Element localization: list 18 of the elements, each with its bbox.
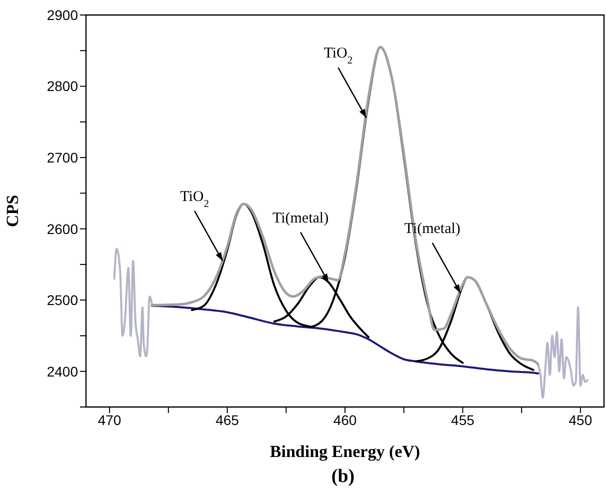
- annotation: Ti(metal): [404, 220, 460, 237]
- annotation: TiO$_{2}$: [324, 46, 353, 66]
- y-tick-label: 2800: [46, 78, 78, 94]
- y-tick-label: 2900: [46, 6, 78, 23]
- annotation: Ti(metal): [272, 210, 329, 226]
- x-axis-title: Binding Energy (eV): [270, 442, 420, 461]
- annotation: TiO$_{2}$: [180, 188, 210, 210]
- x-tick-label: 470: [98, 412, 122, 428]
- y-axis-title: CPS: [3, 194, 22, 228]
- x-tick-label: 465: [216, 412, 240, 428]
- x-tick-label: 455: [451, 412, 475, 428]
- x-tick-label: 450: [568, 412, 592, 428]
- y-tick-label: 2400: [46, 363, 78, 380]
- y-tick-label: 2500: [46, 292, 78, 308]
- y-tick-label: 2700: [46, 150, 78, 166]
- y-tick-label: 2600: [46, 220, 78, 237]
- x-tick-label: 460: [333, 412, 357, 428]
- text: (b): [330, 466, 356, 488]
